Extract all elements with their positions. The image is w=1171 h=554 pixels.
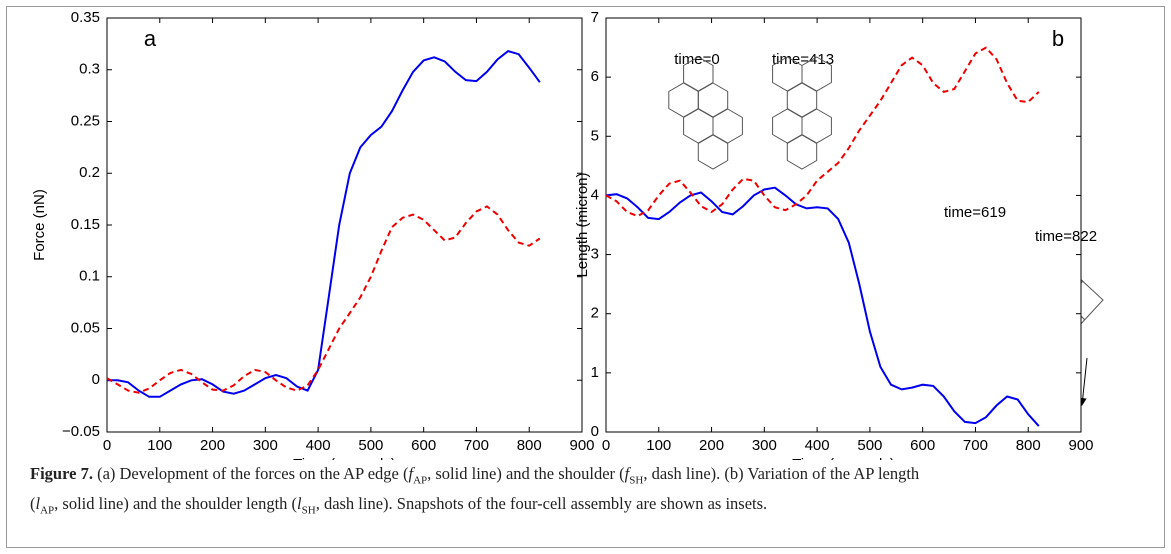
data-line <box>107 49 541 398</box>
x-tick-label: 300 <box>752 437 777 454</box>
caption-text: ( <box>30 494 36 514</box>
caption-text: , dash line). (b) Variation of the AP le… <box>643 464 920 483</box>
x-tick-label: 500 <box>857 437 882 454</box>
x-axis-label: Time (seconds) <box>293 456 396 460</box>
caption-subscript: AP <box>413 474 428 487</box>
caption-symbol: l <box>35 494 41 514</box>
y-tick-label: 0.1 <box>79 268 100 285</box>
inset-cell <box>786 134 818 170</box>
annotation: time=0 <box>674 51 719 68</box>
caption-subscript: SH <box>301 504 316 517</box>
x-tick-label: 200 <box>699 437 724 454</box>
x-tick-label: 600 <box>411 437 436 454</box>
x-tick-label: 500 <box>358 437 383 454</box>
caption-text: , dash line). Snapshots of the four-cell… <box>315 494 768 514</box>
x-axis-label: Time (seconds) <box>792 456 895 460</box>
y-tick-label: 0 <box>591 423 599 440</box>
plot-area <box>106 17 583 433</box>
caption-label: Figure 7. <box>30 464 93 483</box>
x-tick-label: 700 <box>464 437 489 454</box>
inset-cell <box>801 56 832 92</box>
caption-text: , solid line) and the shoulder ( <box>427 464 625 483</box>
y-tick-label: 0.3 <box>79 61 100 78</box>
chart: 0 100 200 300 400 500 600 700 800 900−0.0500.050.… <box>31 9 595 460</box>
x-tick-label: 900 <box>569 437 594 454</box>
x-tick-label: 400 <box>306 437 331 454</box>
annotation: time=822 <box>1035 228 1097 245</box>
y-tick-label: 2 <box>591 305 599 322</box>
y-tick-label: 6 <box>591 68 599 85</box>
x-tick-label: 0 <box>103 437 111 454</box>
x-tick-label: 100 <box>147 437 172 454</box>
chart: 0 100 200 300 400 500 600 700 800 900 0 1 2 3 4 5 6 7 Time… <box>574 9 1097 460</box>
plot-area <box>605 17 1082 433</box>
data-line <box>106 205 541 394</box>
x-tick-label: 600 <box>910 437 935 454</box>
x-tick-label: 900 <box>1068 437 1093 454</box>
caption-subscript: AP <box>40 504 55 517</box>
caption-text: (a) Development of the forces on the AP … <box>92 464 409 483</box>
annotation: time=413 <box>772 51 834 68</box>
inset-cell <box>683 56 714 92</box>
figure: 0 100 200 300 400 500 600 700 800 900−0.0500.050.… <box>31 9 1104 460</box>
y-tick-label: −0.05 <box>62 423 100 440</box>
x-tick-label: 800 <box>517 437 542 454</box>
panel-label: b <box>1052 26 1064 51</box>
y-axis-label: Length (micron) <box>574 172 591 277</box>
x-tick-label: 100 <box>646 437 671 454</box>
y-tick-label: 0.25 <box>71 112 100 129</box>
caption-symbol: l <box>297 494 302 514</box>
x-tick-label: 800 <box>1016 437 1041 454</box>
x-tick-label: 0 <box>602 437 610 454</box>
y-tick-label: 0.05 <box>71 319 100 336</box>
y-tick-label: 4 <box>591 186 599 203</box>
x-tick-label: 700 <box>963 437 988 454</box>
y-tick-label: 5 <box>591 127 599 144</box>
panel-label: a <box>144 26 157 51</box>
x-tick-label: 400 <box>805 437 830 454</box>
figure-frame <box>6 6 1165 548</box>
caption-subscript: SH <box>629 474 644 487</box>
x-tick-label: 200 <box>200 437 225 454</box>
data-line <box>605 46 1040 218</box>
caption-symbol: f <box>408 464 414 483</box>
y-tick-label: 0.2 <box>79 164 100 181</box>
caption-symbol: f <box>624 464 630 483</box>
annotation: time=619 <box>944 204 1006 221</box>
y-tick-label: 0.35 <box>71 9 100 26</box>
y-tick-label: 0.15 <box>71 216 100 233</box>
y-axis-label: Force (nN) <box>31 189 48 261</box>
y-tick-label: 3 <box>591 246 599 263</box>
x-tick-label: 300 <box>253 437 278 454</box>
inset-cell <box>697 134 729 170</box>
y-tick-label: 1 <box>591 364 599 381</box>
y-tick-label: 0 <box>92 371 100 388</box>
y-tick-label: 7 <box>591 9 599 26</box>
data-line <box>605 186 1040 427</box>
caption-text: , solid line) and the shoulder length ( <box>54 494 298 514</box>
caption: Figure 7. (a) Development of the forces … <box>30 462 1150 523</box>
